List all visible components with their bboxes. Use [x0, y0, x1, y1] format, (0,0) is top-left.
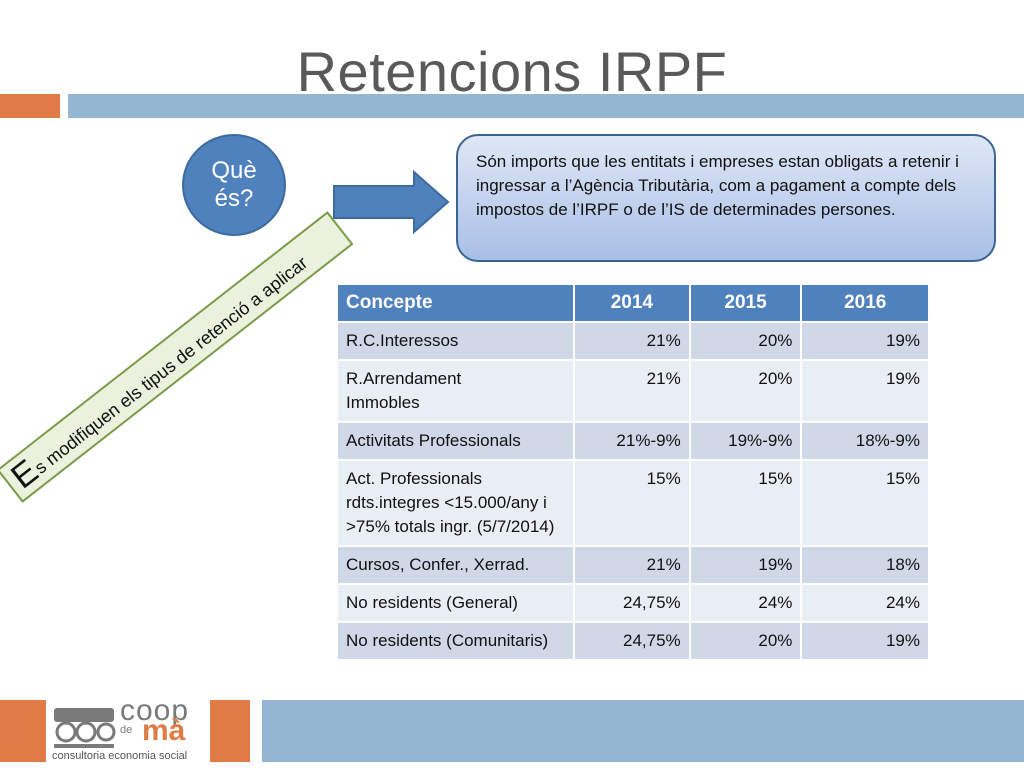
table-row: Activitats Professionals 21%-9% 19%-9% 1… — [335, 421, 930, 461]
cell-2015: 20% — [688, 359, 803, 423]
slide-title: Retencions IRPF — [296, 40, 728, 103]
table-row: R.Arrendament Immobles 21% 20% 19% — [335, 359, 930, 423]
cell-concept: No residents (General) — [335, 583, 576, 623]
retention-table: Concepte 2014 2015 2016 R.C.Interessos 2… — [335, 283, 930, 661]
cell-2016: 19% — [800, 621, 930, 661]
cell-2016: 24% — [800, 583, 930, 623]
what-is-circle: Què és? — [182, 134, 286, 236]
cell-2016: 18% — [800, 545, 930, 585]
header-2014: 2014 — [573, 283, 691, 323]
definition-text: Són imports que les entitats i empreses … — [476, 152, 959, 219]
cell-2014: 24,75% — [573, 583, 691, 623]
logo-ma: mà — [142, 714, 186, 747]
definition-callout: Són imports que les entitats i empreses … — [456, 134, 996, 262]
coop-logo-icon — [54, 708, 116, 748]
bottom-left-orange-bar — [0, 700, 46, 762]
bottom-blue-bar — [262, 700, 1024, 762]
table-row: R.C.Interessos 21% 20% 19% — [335, 321, 930, 361]
logo-tagline: consultoria economia social — [52, 750, 188, 762]
cell-2014: 21% — [573, 359, 691, 423]
table-row: Cursos, Confer., Xerrad. 21% 19% 18% — [335, 545, 930, 585]
cell-2015: 20% — [688, 621, 803, 661]
cell-concept: No residents (Comunitaris) — [335, 621, 576, 661]
logo-coop: coop — [120, 694, 190, 727]
table-row: Act. Professionals rdts.integres <15.000… — [335, 459, 930, 547]
right-arrow-icon — [333, 170, 450, 234]
cell-2015: 20% — [688, 321, 803, 361]
table-header-row: Concepte 2014 2015 2016 — [335, 283, 930, 323]
cell-2015: 15% — [688, 459, 803, 547]
cell-2014: 21% — [573, 545, 691, 585]
top-orange-bar — [0, 94, 60, 118]
cell-2016: 19% — [800, 321, 930, 361]
cell-2016: 15% — [800, 459, 930, 547]
logo-de: de — [120, 724, 133, 736]
cell-concept: Activitats Professionals — [335, 421, 576, 461]
cell-2014: 21% — [573, 321, 691, 361]
coop-de-ma-logo: coop de mà consultoria economia social — [50, 694, 206, 766]
cell-2015: 19%-9% — [688, 421, 803, 461]
cell-2014: 21%-9% — [573, 421, 691, 461]
cell-concept: Cursos, Confer., Xerrad. — [335, 545, 576, 585]
circle-label: Què és? — [211, 157, 257, 212]
top-blue-bar — [68, 94, 1024, 118]
cell-2015: 19% — [688, 545, 803, 585]
cell-2016: 19% — [800, 359, 930, 423]
cell-2014: 15% — [573, 459, 691, 547]
cell-concept: R.C.Interessos — [335, 321, 576, 361]
header-2016: 2016 — [800, 283, 930, 323]
table-row: No residents (Comunitaris) 24,75% 20% 19… — [335, 621, 930, 661]
header-2015: 2015 — [688, 283, 803, 323]
cell-2016: 18%-9% — [800, 421, 930, 461]
bottom-orange-bar — [210, 700, 250, 762]
cell-concept: Act. Professionals rdts.integres <15.000… — [335, 459, 576, 547]
cell-concept: R.Arrendament Immobles — [335, 359, 576, 423]
cell-2014: 24,75% — [573, 621, 691, 661]
diagonal-text: s modifiquen els tipus de retenció a apl… — [30, 252, 312, 478]
table-row: No residents (General) 24,75% 24% 24% — [335, 583, 930, 623]
cell-2015: 24% — [688, 583, 803, 623]
header-concepte: Concepte — [335, 283, 576, 323]
